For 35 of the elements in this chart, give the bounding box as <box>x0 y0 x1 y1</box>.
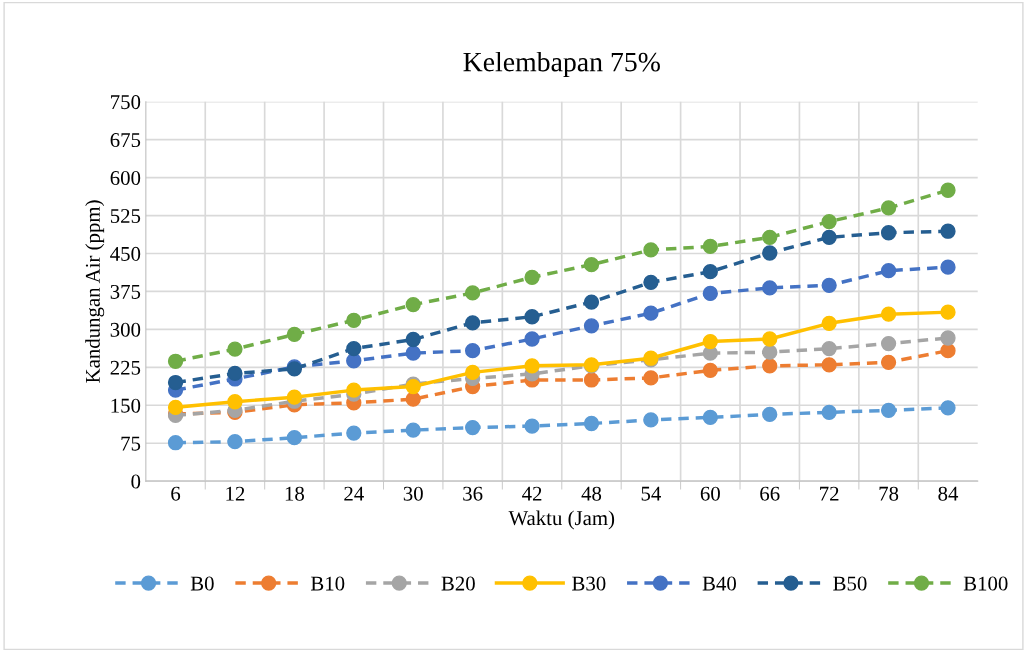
x-tick-label: 72 <box>820 486 839 501</box>
x-tick-label: 12 <box>226 486 245 501</box>
legend-label: B20 <box>441 576 475 591</box>
legend-label: B100 <box>963 576 1008 591</box>
legend-label: B0 <box>190 576 214 591</box>
y-tick-label: 300 <box>110 322 141 337</box>
x-tick-label: 48 <box>581 486 602 501</box>
x-tick-label: 60 <box>700 486 720 501</box>
y-tick-label: 225 <box>110 360 141 375</box>
chart-title: Kelembapan 75% <box>463 51 660 78</box>
x-tick-label: 30 <box>403 486 423 501</box>
y-axis-title: Kandungan Air (ppm) <box>85 200 105 383</box>
x-tick-label: 42 <box>522 486 542 501</box>
y-tick-label: 450 <box>110 246 141 261</box>
legend-label: B30 <box>572 576 606 591</box>
y-tick-label: 150 <box>111 398 141 413</box>
y-tick-label: 525 <box>110 208 141 223</box>
legend-label: B10 <box>310 576 345 591</box>
x-tick-label: 84 <box>938 486 959 501</box>
x-tick-label: 36 <box>463 486 483 501</box>
x-axis-title: Waktu (Jam) <box>508 510 615 530</box>
x-tick-label: 6 <box>171 486 181 501</box>
legend-label: B40 <box>702 576 736 591</box>
x-tick-label: 66 <box>760 486 780 501</box>
x-tick-label: 18 <box>285 486 304 501</box>
y-tick-label: 600 <box>110 170 141 186</box>
y-tick-label: 675 <box>110 133 141 148</box>
x-tick-label: 78 <box>879 486 899 501</box>
y-tick-label: 375 <box>110 284 141 299</box>
y-tick-label: 75 <box>121 436 141 451</box>
y-tick-label: 750 <box>111 95 141 110</box>
x-tick-label: 24 <box>344 486 364 501</box>
x-tick-label: 54 <box>641 486 661 501</box>
legend-label: B50 <box>833 576 867 591</box>
y-tick-label: 0 <box>131 474 141 489</box>
